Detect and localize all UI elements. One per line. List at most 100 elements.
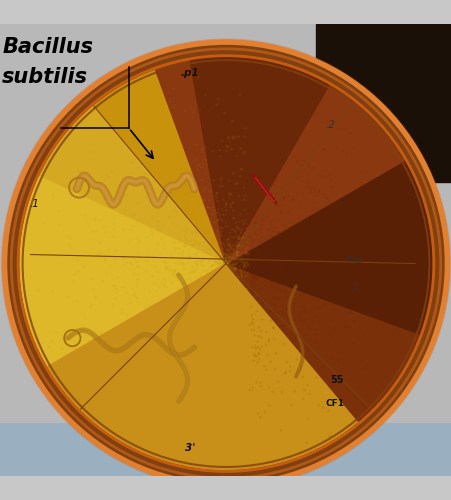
- Point: [87, 303, 94, 311]
- Point: [238, 272, 245, 280]
- Point: [336, 269, 343, 277]
- Point: [232, 258, 239, 266]
- Point: [159, 337, 166, 345]
- Point: [221, 260, 228, 268]
- Point: [250, 254, 257, 262]
- Point: [282, 314, 290, 322]
- Point: [147, 182, 154, 190]
- Point: [243, 224, 250, 232]
- Point: [172, 274, 179, 281]
- Point: [160, 391, 167, 399]
- Point: [198, 212, 205, 220]
- Point: [156, 250, 163, 258]
- Point: [220, 258, 227, 266]
- Point: [182, 411, 189, 419]
- Point: [179, 279, 186, 287]
- Point: [368, 230, 375, 238]
- Point: [218, 254, 226, 262]
- Point: [220, 263, 227, 271]
- Point: [230, 245, 237, 253]
- Point: [252, 352, 259, 360]
- Point: [253, 275, 260, 283]
- Point: [299, 284, 307, 292]
- Point: [285, 314, 292, 322]
- Point: [144, 258, 152, 266]
- Point: [194, 268, 201, 276]
- Point: [222, 250, 229, 258]
- Point: [222, 260, 229, 268]
- Point: [214, 274, 221, 282]
- Point: [214, 266, 221, 274]
- Point: [138, 334, 145, 342]
- Point: [172, 274, 179, 281]
- Point: [87, 214, 94, 222]
- Point: [297, 240, 304, 248]
- Point: [236, 256, 243, 264]
- Point: [220, 258, 227, 266]
- Point: [265, 248, 272, 256]
- Point: [277, 322, 284, 330]
- Point: [178, 227, 185, 235]
- Point: [226, 201, 234, 209]
- Point: [246, 204, 253, 212]
- Point: [237, 268, 244, 276]
- Point: [142, 178, 149, 186]
- Point: [271, 224, 278, 232]
- Point: [145, 287, 152, 295]
- Point: [187, 310, 194, 318]
- Point: [280, 272, 287, 280]
- Point: [198, 302, 205, 310]
- Point: [133, 359, 140, 367]
- Point: [259, 120, 267, 128]
- Point: [287, 337, 295, 345]
- Point: [205, 250, 212, 258]
- Point: [74, 297, 81, 305]
- Point: [129, 212, 136, 220]
- Point: [244, 288, 251, 296]
- Point: [233, 255, 240, 263]
- Point: [220, 240, 227, 248]
- Point: [205, 238, 212, 246]
- Point: [235, 342, 242, 349]
- Point: [223, 200, 230, 207]
- Point: [417, 303, 424, 311]
- Point: [161, 259, 169, 267]
- Point: [311, 264, 318, 272]
- Point: [263, 226, 271, 234]
- Point: [162, 263, 170, 271]
- Point: [180, 242, 187, 250]
- Point: [155, 313, 162, 321]
- Point: [238, 256, 245, 264]
- Point: [218, 270, 226, 278]
- Point: [272, 250, 279, 258]
- Point: [151, 263, 158, 271]
- Point: [224, 246, 231, 254]
- Point: [212, 258, 219, 266]
- Point: [352, 252, 359, 260]
- Point: [294, 244, 301, 252]
- Point: [206, 218, 213, 226]
- Point: [272, 264, 279, 272]
- Point: [247, 288, 254, 296]
- Point: [230, 260, 238, 268]
- Point: [311, 312, 318, 320]
- Point: [213, 231, 220, 239]
- Point: [190, 352, 197, 360]
- Point: [253, 250, 261, 258]
- Point: [304, 252, 311, 260]
- Point: [222, 260, 229, 268]
- Point: [111, 198, 119, 205]
- Point: [218, 255, 225, 263]
- Point: [190, 319, 197, 327]
- Point: [222, 259, 230, 267]
- Point: [378, 200, 385, 207]
- Point: [221, 271, 228, 279]
- Point: [288, 230, 295, 238]
- Point: [215, 210, 222, 218]
- Point: [224, 260, 231, 268]
- Point: [219, 206, 226, 214]
- Point: [229, 262, 236, 270]
- Point: [323, 194, 330, 202]
- Point: [215, 230, 222, 238]
- Point: [198, 274, 205, 282]
